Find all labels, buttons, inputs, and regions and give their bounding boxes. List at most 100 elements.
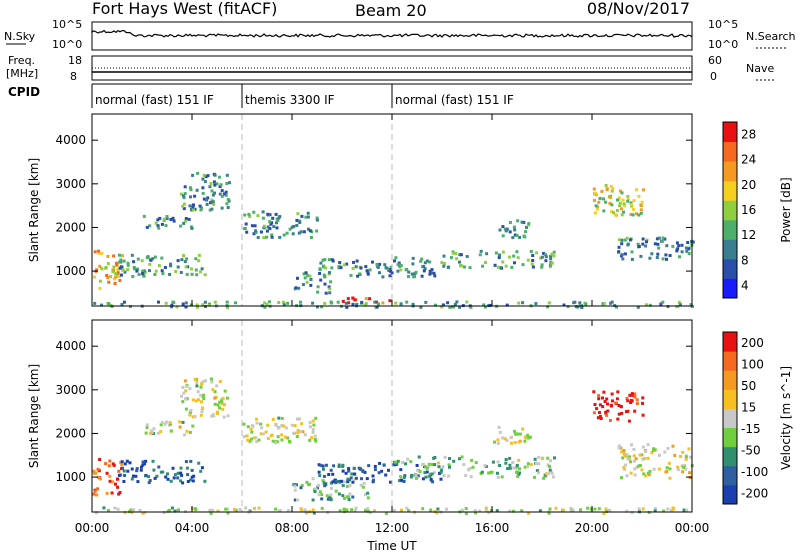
- data-cell: [105, 274, 109, 277]
- data-cell: [345, 484, 349, 488]
- data-cell: [666, 507, 670, 511]
- data-cell: [160, 256, 164, 260]
- data-cell: [658, 453, 661, 457]
- data-cell: [206, 174, 210, 178]
- data-cell: [438, 471, 441, 475]
- data-cell: [389, 269, 393, 273]
- data-cell: [296, 276, 299, 280]
- data-cell: [199, 208, 203, 212]
- data-cell: [394, 256, 398, 260]
- data-cell: [348, 484, 352, 488]
- data-cell: [136, 257, 140, 261]
- data-cell: [191, 398, 195, 402]
- data-cell: [312, 423, 316, 427]
- data-cell: [345, 262, 349, 266]
- x-axis-label: Time UT: [366, 539, 417, 553]
- data-cell: [512, 254, 516, 258]
- data-cell: [363, 470, 367, 474]
- data-cell: [148, 479, 152, 483]
- data-cell: [485, 252, 489, 256]
- data-cell: [201, 191, 205, 195]
- data-cell: [182, 202, 186, 206]
- data-cell: [198, 204, 202, 208]
- data-cell: [381, 301, 385, 305]
- data-cell: [148, 262, 152, 266]
- data-cell: [411, 256, 415, 260]
- data-cell: [219, 400, 223, 404]
- data-cell: [183, 379, 187, 383]
- data-cell: [629, 213, 633, 216]
- x-tick-label: 04:00: [175, 521, 210, 535]
- data-cell: [364, 265, 368, 269]
- data-cell: [679, 455, 683, 458]
- data-cell: [598, 411, 601, 415]
- data-cell: [602, 209, 606, 213]
- data-cell: [501, 260, 505, 264]
- data-cell: [645, 240, 648, 244]
- cpid-label: CPID: [8, 85, 40, 99]
- data-cell: [244, 506, 248, 510]
- data-cell: [316, 285, 320, 289]
- data-cell: [291, 232, 295, 236]
- data-cell: [274, 507, 278, 511]
- data-cell: [518, 432, 522, 436]
- data-cell: [554, 506, 558, 510]
- x-tick-label: 20:00: [575, 521, 610, 535]
- data-cell: [157, 226, 161, 230]
- data-cell: [424, 475, 428, 479]
- x-tick-label: 00:00: [75, 521, 110, 535]
- data-cell: [416, 469, 420, 473]
- data-cell: [399, 302, 403, 306]
- data-cell: [518, 467, 521, 471]
- colorbar-tick-label: 12: [741, 228, 756, 242]
- data-cell: [656, 242, 660, 246]
- data-cell: [528, 435, 532, 439]
- data-cell: [593, 403, 597, 406]
- data-cell: [213, 402, 217, 406]
- data-cell: [616, 390, 620, 394]
- data-cell: [384, 473, 388, 477]
- data-cell: [440, 261, 444, 265]
- data-cell: [130, 467, 134, 471]
- data-cell: [392, 463, 396, 467]
- data-cell: [293, 484, 297, 488]
- data-cell: [185, 429, 189, 433]
- data-cell: [92, 492, 95, 496]
- data-cell: [517, 301, 521, 305]
- data-cell: [265, 302, 269, 306]
- data-cell: [346, 297, 350, 301]
- data-cell: [498, 464, 502, 467]
- data-cell: [184, 219, 188, 223]
- data-cell: [226, 414, 230, 418]
- data-cell: [396, 263, 400, 267]
- data-cell: [675, 305, 679, 309]
- data-cell: [120, 303, 124, 306]
- data-cell: [202, 173, 206, 177]
- data-cell: [225, 173, 229, 177]
- data-cell: [195, 188, 199, 192]
- data-cell: [195, 384, 199, 388]
- data-cell: [668, 467, 672, 471]
- data-cell: [166, 472, 169, 476]
- data-cell: [116, 507, 120, 511]
- data-cell: [458, 457, 461, 461]
- data-cell: [388, 274, 392, 278]
- data-cell: [184, 389, 188, 393]
- data-cell: [226, 305, 229, 309]
- data-cell: [686, 241, 690, 244]
- data-cell: [459, 253, 463, 257]
- data-cell: [625, 453, 629, 457]
- data-cell: [260, 426, 264, 430]
- data-cell: [460, 264, 464, 268]
- data-cell: [156, 224, 160, 228]
- data-cell: [220, 398, 224, 402]
- data-cell: [405, 267, 409, 271]
- noise-left-tick-top: 10^5: [52, 18, 82, 31]
- data-cell: [306, 274, 310, 278]
- data-cell: [329, 498, 333, 502]
- data-cell: [160, 222, 164, 226]
- data-cell: [629, 471, 633, 475]
- data-cell: [431, 480, 435, 484]
- data-cell: [516, 432, 520, 436]
- data-cell: [199, 385, 203, 389]
